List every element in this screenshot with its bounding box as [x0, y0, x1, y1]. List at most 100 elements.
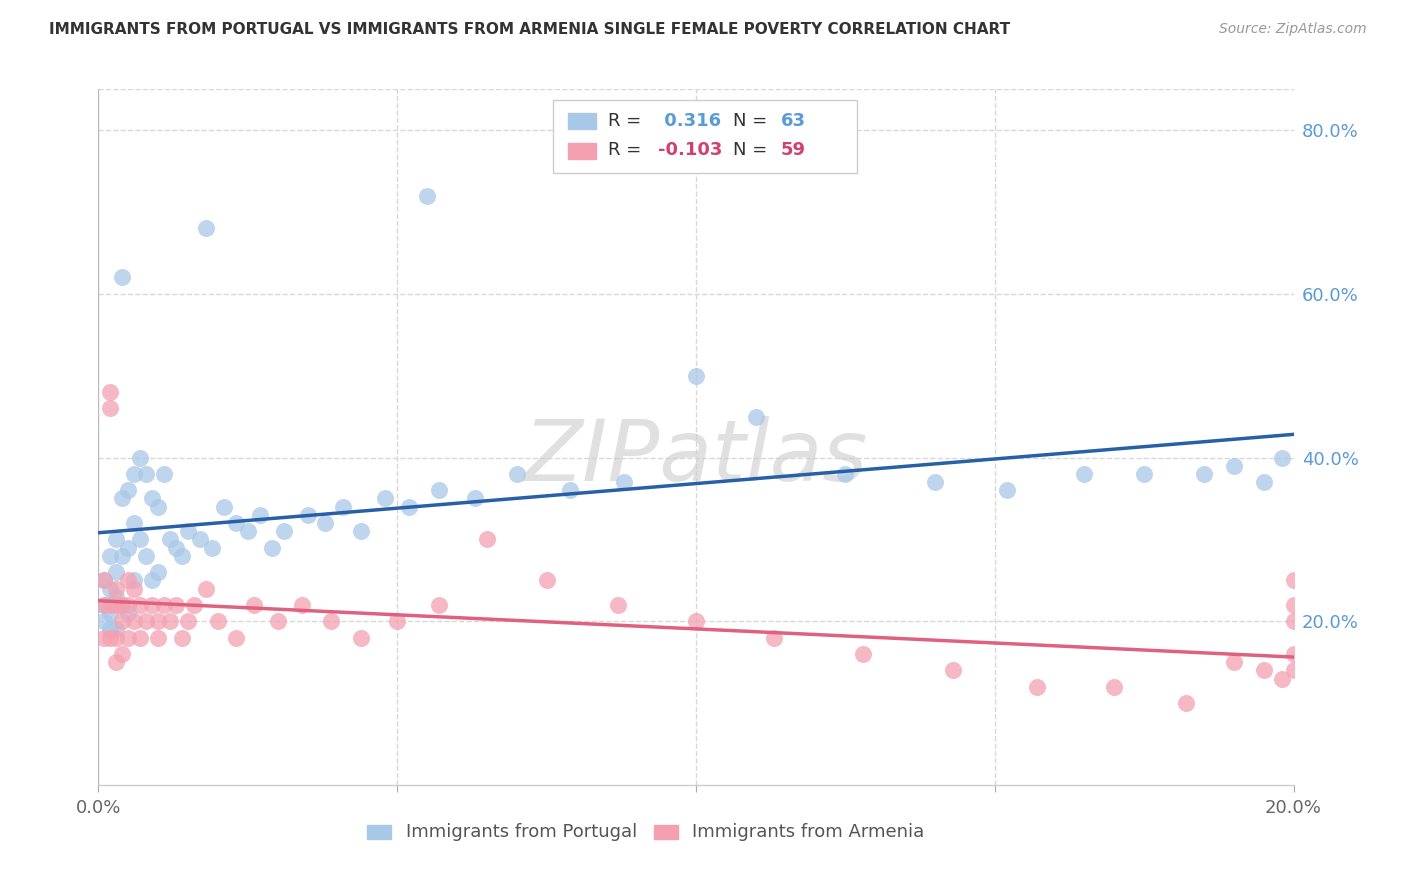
Text: R =: R =: [607, 112, 647, 129]
Point: [560, 483, 582, 498]
Point: [129, 533, 152, 547]
Point: [105, 598, 128, 612]
FancyBboxPatch shape: [553, 100, 858, 173]
Point: [129, 450, 152, 465]
Point: [183, 598, 205, 612]
Text: 59: 59: [780, 142, 806, 160]
Bar: [367, 825, 391, 839]
Point: [117, 483, 139, 498]
Point: [135, 549, 157, 563]
Point: [153, 467, 176, 481]
Point: [416, 188, 439, 202]
Text: N =: N =: [733, 142, 773, 160]
Point: [243, 598, 266, 612]
Point: [745, 409, 768, 424]
Text: Immigrants from Portugal: Immigrants from Portugal: [405, 823, 637, 841]
Point: [111, 270, 134, 285]
Point: [117, 631, 139, 645]
Point: [464, 491, 486, 506]
Point: [374, 491, 396, 506]
Point: [93, 598, 115, 612]
Point: [225, 516, 247, 530]
Point: [1271, 672, 1294, 686]
Point: [297, 508, 319, 522]
Point: [332, 500, 354, 514]
Point: [124, 516, 146, 530]
Point: [1282, 574, 1305, 588]
Point: [273, 524, 295, 539]
Point: [1175, 696, 1198, 710]
Point: [105, 631, 128, 645]
Point: [995, 483, 1018, 498]
Point: [942, 664, 965, 678]
Text: ZIPatlas: ZIPatlas: [524, 417, 868, 500]
Point: [506, 467, 529, 481]
Point: [427, 483, 450, 498]
Point: [1253, 475, 1275, 489]
Point: [159, 533, 181, 547]
Point: [117, 606, 139, 620]
Point: [105, 533, 128, 547]
Text: N =: N =: [733, 112, 773, 129]
Point: [98, 631, 122, 645]
Point: [124, 582, 146, 596]
Point: [148, 631, 170, 645]
Point: [685, 614, 707, 628]
Point: [98, 598, 122, 612]
Point: [762, 631, 785, 645]
Point: [105, 590, 128, 604]
Point: [607, 598, 630, 612]
Point: [267, 614, 290, 628]
Point: [315, 516, 337, 530]
Point: [212, 500, 235, 514]
Point: [93, 574, 115, 588]
Point: [1192, 467, 1215, 481]
Point: [117, 541, 139, 555]
Point: [1073, 467, 1095, 481]
Point: [153, 598, 176, 612]
Point: [207, 614, 229, 628]
Point: [924, 475, 946, 489]
Point: [148, 500, 170, 514]
Point: [93, 598, 115, 612]
Point: [1025, 680, 1047, 694]
Point: [1133, 467, 1156, 481]
Point: [111, 598, 134, 612]
Text: Source: ZipAtlas.com: Source: ZipAtlas.com: [1219, 22, 1367, 37]
Point: [613, 475, 636, 489]
Point: [141, 598, 163, 612]
Point: [117, 598, 139, 612]
Point: [135, 614, 157, 628]
Point: [177, 524, 200, 539]
Point: [93, 631, 115, 645]
Point: [93, 614, 115, 628]
Point: [124, 614, 146, 628]
Text: Immigrants from Armenia: Immigrants from Armenia: [692, 823, 925, 841]
Point: [105, 623, 128, 637]
Point: [111, 491, 134, 506]
Point: [148, 614, 170, 628]
Point: [1253, 664, 1275, 678]
Text: 0.316: 0.316: [658, 112, 721, 129]
Point: [117, 574, 139, 588]
Point: [1282, 598, 1305, 612]
Point: [105, 582, 128, 596]
Point: [98, 401, 122, 416]
Point: [195, 221, 218, 235]
Point: [225, 631, 247, 645]
Point: [148, 565, 170, 579]
Bar: [568, 113, 596, 129]
Point: [321, 614, 343, 628]
Point: [385, 614, 409, 628]
Point: [291, 598, 314, 612]
Point: [98, 582, 122, 596]
Point: [135, 467, 157, 481]
Point: [111, 598, 134, 612]
Text: -0.103: -0.103: [658, 142, 723, 160]
Point: [536, 574, 558, 588]
Point: [236, 524, 259, 539]
Point: [350, 631, 373, 645]
Point: [398, 500, 420, 514]
Text: R =: R =: [607, 142, 647, 160]
Point: [111, 549, 134, 563]
